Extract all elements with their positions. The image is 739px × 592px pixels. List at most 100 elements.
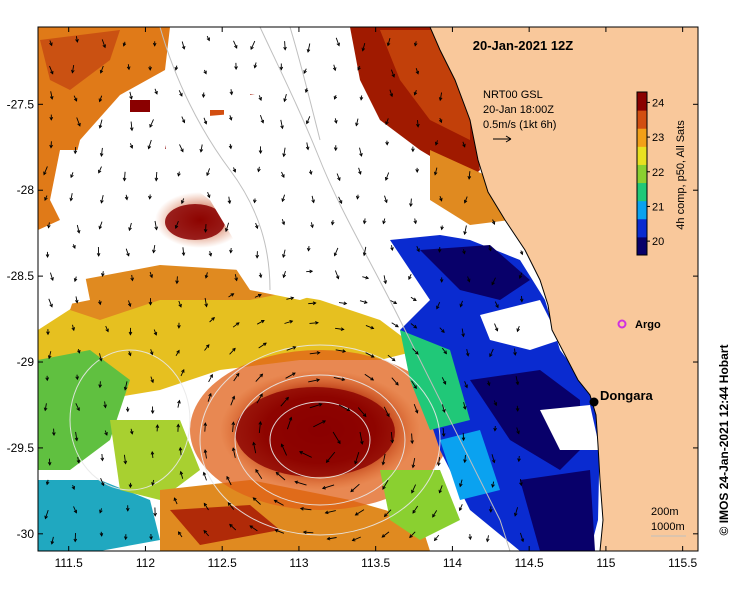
- current-vector: [464, 381, 468, 388]
- current-vector-head: [520, 538, 525, 543]
- current-vector-head: [235, 372, 240, 377]
- current-vector-head: [147, 145, 152, 150]
- current-vector-head: [292, 372, 296, 376]
- current-vector: [306, 270, 313, 273]
- current-vector: [309, 322, 319, 324]
- current-vector-head: [516, 328, 520, 333]
- colorbar: 20 21 22 23 24: [636, 91, 664, 256]
- current-vector-head: [99, 533, 104, 537]
- current-vector: [519, 479, 522, 486]
- current-vector-head: [383, 513, 388, 518]
- current-vector: [459, 504, 463, 511]
- current-vector: [468, 171, 471, 179]
- current-vector-head: [175, 280, 179, 285]
- current-vector: [228, 293, 234, 298]
- colorbar-segment: [637, 110, 647, 129]
- current-vector-head: [488, 508, 493, 513]
- current-vector: [439, 485, 443, 493]
- current-vector-head: [518, 275, 523, 279]
- current-vector: [338, 404, 350, 411]
- current-vector-head: [409, 534, 413, 539]
- current-vector: [284, 320, 293, 324]
- current-vector-head: [395, 381, 399, 386]
- current-vector-head: [208, 392, 212, 397]
- current-vector-head: [177, 399, 181, 404]
- current-vector-head: [73, 97, 78, 102]
- current-vector-head: [250, 46, 254, 51]
- current-vector: [350, 483, 360, 492]
- current-vector: [99, 353, 102, 361]
- current-vector-head: [43, 407, 48, 412]
- current-vector: [410, 296, 417, 301]
- current-vector: [390, 69, 395, 78]
- current-vector-head: [43, 171, 47, 176]
- current-vector-head: [249, 525, 254, 529]
- current-vector: [100, 478, 105, 486]
- current-vector-head: [354, 460, 358, 465]
- current-vector: [463, 402, 466, 410]
- current-vector-head: [302, 530, 307, 535]
- current-vector: [383, 406, 390, 417]
- current-vector: [359, 300, 368, 304]
- vector-legend-time: 20-Jan 18:00Z: [483, 104, 554, 116]
- current-vector: [225, 222, 230, 232]
- current-vector-head: [438, 97, 443, 102]
- current-vector-head: [98, 225, 103, 230]
- current-vector-head: [468, 536, 473, 541]
- current-vector-head: [370, 325, 375, 330]
- current-vector-head: [203, 502, 208, 507]
- current-vector: [333, 376, 345, 381]
- current-vector-head: [229, 249, 233, 254]
- current-vector: [175, 220, 179, 229]
- y-tick-label: -27.5: [7, 97, 35, 111]
- sst-patch-nw-red: [40, 30, 120, 90]
- current-vector-head: [306, 247, 311, 252]
- current-vector-head: [281, 174, 285, 179]
- current-vector-head: [98, 124, 103, 129]
- colorbar-segment: [637, 200, 647, 220]
- current-vector-head: [439, 197, 443, 202]
- colorbar-label: 4h comp, p50, All Sats: [675, 120, 687, 230]
- sst-patch-coast-orange: [430, 150, 510, 225]
- dongara-marker: Dongara: [589, 388, 654, 407]
- current-vector: [355, 509, 365, 516]
- current-vector-head: [282, 254, 286, 259]
- current-vector-head: [462, 405, 467, 410]
- current-vector-head: [381, 534, 386, 538]
- current-vector-head: [322, 420, 327, 424]
- current-vector-head: [282, 274, 287, 279]
- current-vector: [256, 393, 263, 404]
- current-vector: [233, 373, 240, 382]
- current-vector: [99, 95, 103, 102]
- current-vector-head: [436, 305, 440, 310]
- current-vector-head: [341, 377, 346, 382]
- land: [429, 27, 698, 551]
- current-vector: [417, 120, 419, 127]
- current-vector-head: [211, 316, 216, 321]
- current-vector-head: [49, 116, 54, 121]
- current-vector-head: [228, 116, 233, 121]
- current-vector-head: [177, 172, 181, 177]
- current-vector: [44, 403, 47, 411]
- current-vector-head: [259, 373, 264, 378]
- current-vector: [76, 224, 80, 234]
- current-vector-head: [44, 197, 48, 201]
- current-vector: [203, 503, 209, 511]
- current-vector-head: [152, 42, 157, 47]
- current-vector-head: [391, 73, 395, 78]
- current-vector: [258, 421, 261, 434]
- current-vector-head: [73, 150, 78, 155]
- current-vector-head: [228, 145, 233, 150]
- current-vector-head: [485, 538, 490, 543]
- x-tick-label: 114: [443, 556, 462, 570]
- vector-legend: NRT00 GSL 20-Jan 18:00Z 0.5m/s (1kt 6h): [483, 89, 556, 143]
- y-axis: -27.5 -28 -28.5 -29 -29.5 -30: [7, 97, 698, 541]
- current-vector-head: [181, 119, 186, 124]
- current-vector: [229, 524, 237, 531]
- current-vector: [280, 119, 283, 129]
- current-vector-head: [513, 512, 518, 517]
- current-vector: [179, 144, 184, 152]
- current-vector-head: [77, 122, 81, 127]
- current-vector-head: [150, 410, 155, 415]
- current-vector-head: [74, 437, 79, 442]
